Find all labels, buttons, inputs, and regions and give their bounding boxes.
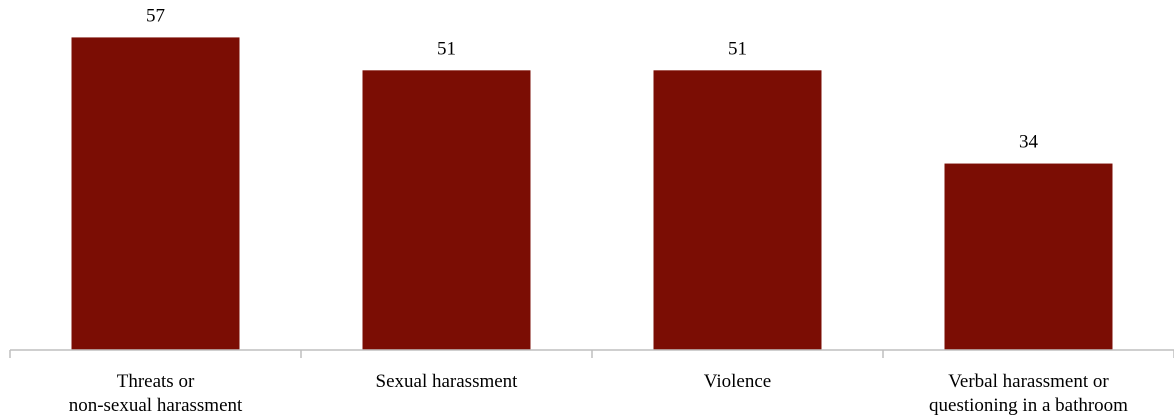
data-label: 51 bbox=[437, 38, 456, 59]
category-labels-group: Threats or non-sexual harassment Sexual ha… bbox=[69, 371, 1128, 416]
category-label: Violence bbox=[704, 371, 771, 392]
bars-group bbox=[71, 37, 1113, 351]
category-label: Verbal harassment or questioning in a bat… bbox=[929, 371, 1128, 416]
bar bbox=[944, 163, 1113, 350]
x-axis-ticks bbox=[9, 350, 1174, 358]
data-label: 34 bbox=[1019, 132, 1039, 153]
bar bbox=[362, 70, 531, 351]
category-label: Sexual harassment bbox=[376, 371, 519, 392]
bar bbox=[653, 70, 822, 351]
value-labels-group: 57 51 51 34 bbox=[146, 5, 1039, 152]
bar bbox=[71, 37, 240, 351]
data-label: 57 bbox=[146, 5, 165, 26]
data-label: 51 bbox=[728, 38, 747, 59]
category-label: Threats or non-sexual harassment bbox=[69, 371, 243, 416]
